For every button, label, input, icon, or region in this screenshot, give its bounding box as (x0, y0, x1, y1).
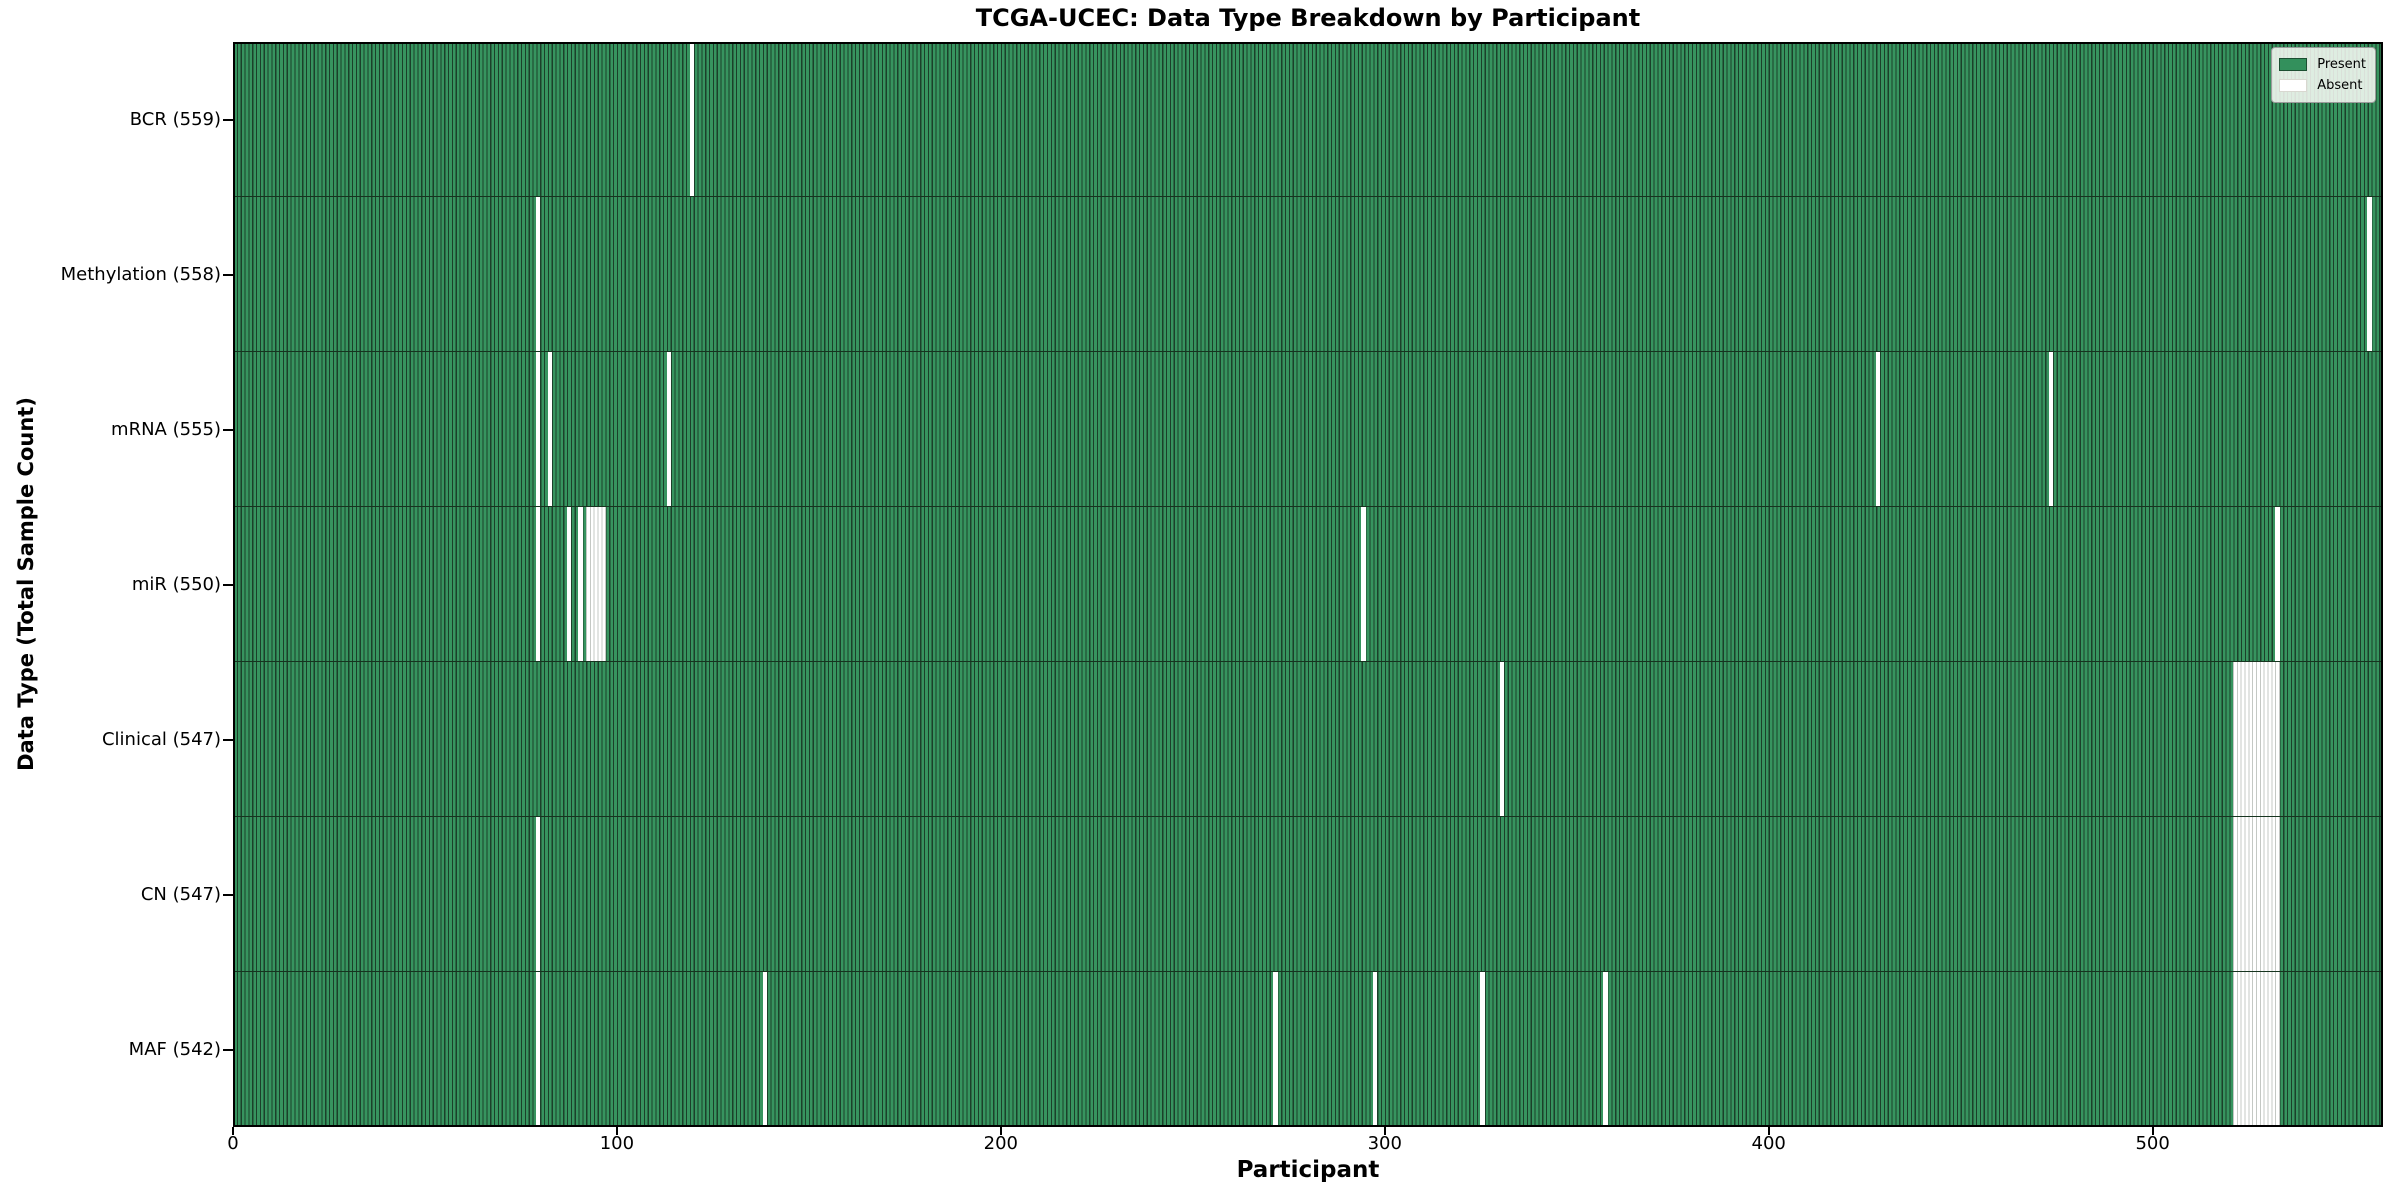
absent-stripe-MAF-271 (1273, 972, 1278, 1127)
absent-stripe-CN-79 (536, 817, 541, 971)
legend-label-present: Present (2317, 57, 2366, 72)
x-tick-500 (2151, 1127, 2154, 1135)
row-bands-container (233, 42, 2383, 1127)
row-band-BCR (233, 42, 2383, 197)
row-band-mRNA (233, 352, 2383, 507)
row-band-Clinical (233, 662, 2383, 817)
legend-entry-present: Present (2279, 54, 2366, 75)
y-tick-BCR (223, 118, 233, 121)
y-tick-CN (223, 893, 233, 896)
y-tick-mRNA (223, 428, 233, 431)
absent-stripe-miR-90 (578, 507, 583, 661)
absent-stripe-CN-521 (2232, 817, 2280, 971)
y-tick-label-CN: CN (547) (140, 883, 221, 905)
absent-stripe-MAF-521 (2232, 972, 2280, 1127)
x-tick-200 (999, 1127, 1002, 1135)
absent-stripe-miR-294 (1361, 507, 1366, 661)
row-band-Methylation (233, 197, 2383, 352)
absent-stripe-Clinical-330 (1499, 662, 1505, 816)
absent-stripe-MAF-297 (1372, 972, 1378, 1127)
y-tick-label-MAF: MAF (542) (128, 1038, 221, 1060)
x-tick-label-400: 400 (1751, 1133, 1786, 1154)
x-tick-300 (1383, 1127, 1386, 1135)
absent-stripe-BCR-119 (689, 42, 694, 196)
absent-stripe-MAF-79 (536, 972, 541, 1127)
x-tick-label-300: 300 (1367, 1133, 1402, 1154)
x-axis-title: Participant (1236, 1157, 1380, 1183)
absent-stripe-mRNA-79 (536, 352, 541, 506)
legend-entry-absent: Absent (2279, 75, 2366, 96)
x-tick-0 (232, 1127, 234, 1135)
absent-stripe-Clinical-521 (2232, 662, 2280, 816)
x-tick-label-200: 200 (983, 1133, 1019, 1154)
x-tick-400 (1767, 1127, 1770, 1135)
absent-swatch-icon (2279, 79, 2308, 92)
row-band-miR (233, 507, 2383, 662)
y-tick-label-Methylation: Methylation (558) (60, 263, 221, 285)
y-tick-MAF (223, 1048, 233, 1051)
absent-stripe-MAF-138 (762, 972, 767, 1127)
x-tick-label-500: 500 (2135, 1133, 2170, 1154)
legend-label-absent: Absent (2317, 78, 2363, 93)
plot-area: Present Absent (223, 42, 2383, 1135)
row-band-CN (233, 817, 2383, 972)
y-tick-Methylation (223, 273, 233, 276)
absent-stripe-mRNA-82 (547, 352, 552, 506)
y-tick-label-BCR: BCR (559) (129, 108, 221, 130)
y-tick-labels-container: BCR (559) Methylation (558) mRNA (555) miR … (0, 0, 221, 1200)
y-tick-label-Clinical: Clinical (547) (101, 728, 221, 750)
absent-stripe-miR-79 (536, 507, 541, 661)
x-tick-100 (615, 1127, 618, 1135)
absent-stripe-mRNA-473 (2048, 352, 2054, 506)
absent-stripe-MAF-325 (1480, 972, 1485, 1127)
row-band-MAF (233, 972, 2383, 1127)
absent-stripe-mRNA-113 (666, 352, 671, 506)
y-tick-label-mRNA: mRNA (555) (111, 418, 221, 440)
y-tick-label-miR: miR (550) (131, 573, 221, 595)
legend: Present Absent (2271, 47, 2376, 103)
absent-stripe-Methylation-79 (536, 197, 541, 351)
absent-stripe-Methylation-556 (2367, 197, 2372, 351)
absent-stripe-mRNA-428 (1875, 352, 1881, 506)
y-tick-Clinical (223, 738, 233, 741)
present-swatch-icon (2279, 58, 2308, 71)
y-tick-miR (223, 583, 233, 586)
chart-title: TCGA-UCEC: Data Type Breakdown by Partic… (975, 4, 1641, 32)
absent-stripe-MAF-357 (1603, 972, 1608, 1127)
absent-stripe-miR-532 (2275, 507, 2280, 661)
x-tick-label-100: 100 (599, 1133, 635, 1154)
x-tick-label-0: 0 (227, 1133, 239, 1154)
absent-stripe-miR-87 (566, 507, 572, 661)
absent-stripe-miR-92 (585, 507, 606, 661)
